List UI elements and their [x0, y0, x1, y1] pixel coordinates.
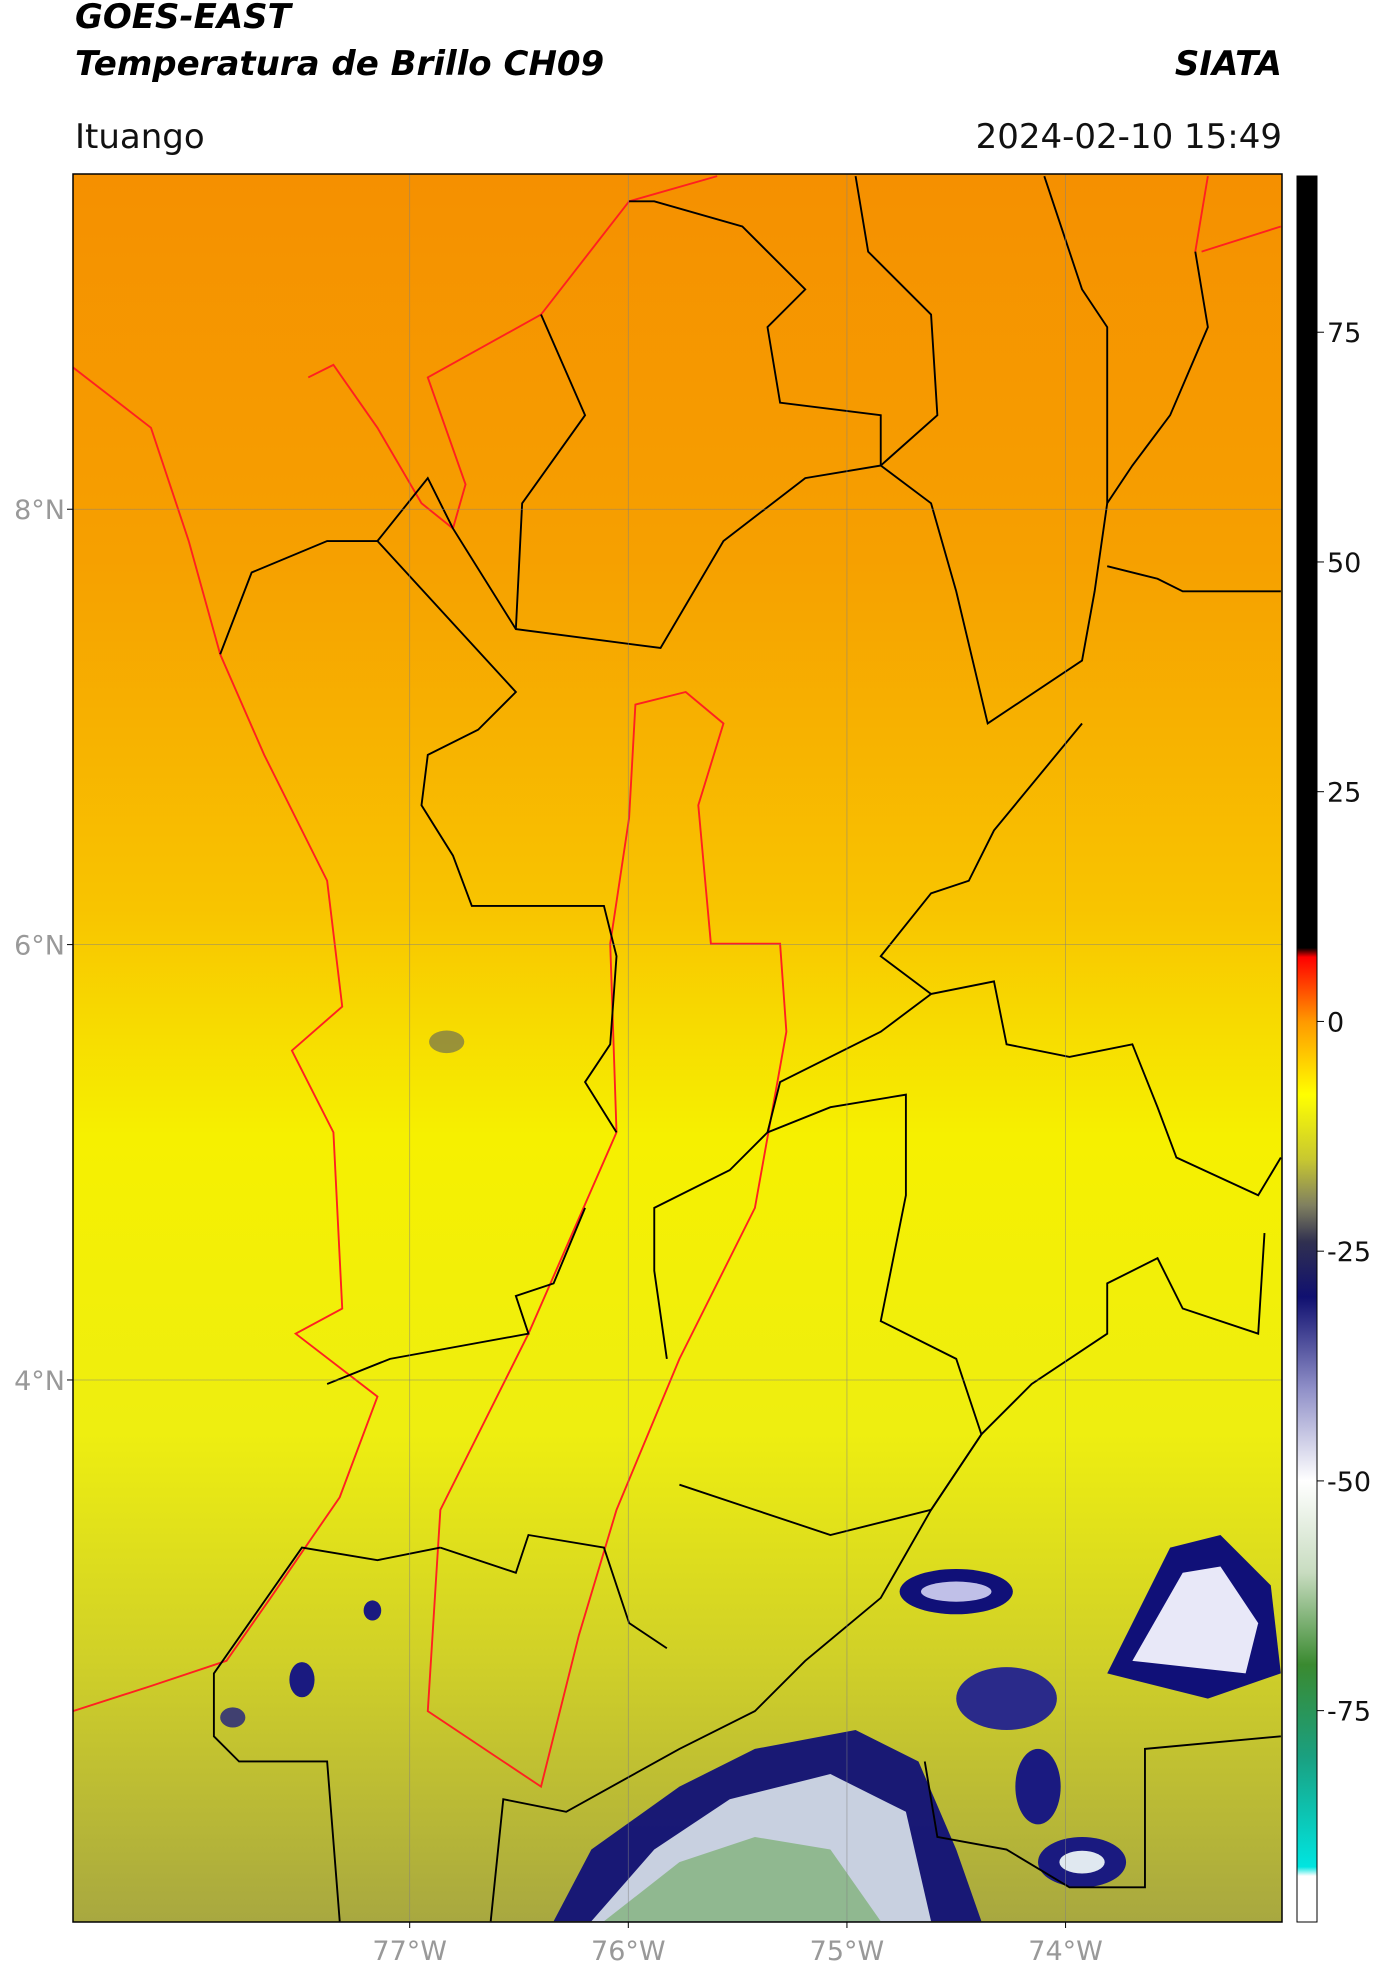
borders: [212, 175, 1282, 1922]
cloud: [1132, 1566, 1259, 1674]
subtitle: Temperatura de Brillo CH09: [75, 44, 604, 84]
x-tick-label: 74°W: [1028, 1936, 1103, 1967]
source: SIATA: [1175, 44, 1282, 84]
cloud: [956, 1667, 1057, 1731]
x-tick-label: 76°W: [591, 1936, 666, 1967]
coastline: [73, 366, 379, 1713]
y-tick-label: 8°N: [14, 495, 65, 526]
colorbar-tick-label: 50: [1327, 548, 1361, 579]
basin-outline: [426, 690, 788, 1789]
map: [73, 174, 1282, 1922]
cloud: [220, 1707, 246, 1728]
colorbar: 75 50 25 0 -25 -50 -75: [1296, 175, 1371, 1923]
y-tick-label: 4°N: [14, 1366, 65, 1397]
colorbar-tick-label: 75: [1327, 318, 1361, 349]
title: GOES-EAST: [75, 0, 294, 37]
coastline: [1194, 175, 1282, 253]
grid: [73, 174, 1282, 1922]
map-background: [73, 174, 1282, 1922]
cloud: [429, 1030, 465, 1054]
colorbar-tick-label: 25: [1327, 778, 1361, 809]
x-tick-label: 77°W: [372, 1936, 447, 1967]
y-tick-label: 6°N: [14, 931, 65, 962]
cloud: [603, 1836, 881, 1922]
cloud: [363, 1600, 382, 1621]
map-features: [73, 175, 1282, 1922]
cloud: [289, 1662, 315, 1698]
colorbar-tick-label: -50: [1327, 1467, 1371, 1498]
location: Ituango: [75, 117, 205, 157]
colorbar-ramp: [1296, 175, 1318, 1923]
coastline: [307, 175, 718, 531]
colorbar-tick-label: -25: [1327, 1237, 1371, 1268]
datetime: 2024-02-10 15:49: [976, 117, 1282, 157]
x-tick-label: 75°W: [810, 1936, 885, 1967]
colorbar-tick-label: -75: [1327, 1697, 1371, 1728]
cloud: [1015, 1748, 1061, 1825]
cloud: [1059, 1850, 1105, 1874]
map-frame: [72, 173, 1283, 1923]
colorbar-tick-label: 0: [1327, 1007, 1344, 1038]
cloud: [921, 1581, 992, 1602]
